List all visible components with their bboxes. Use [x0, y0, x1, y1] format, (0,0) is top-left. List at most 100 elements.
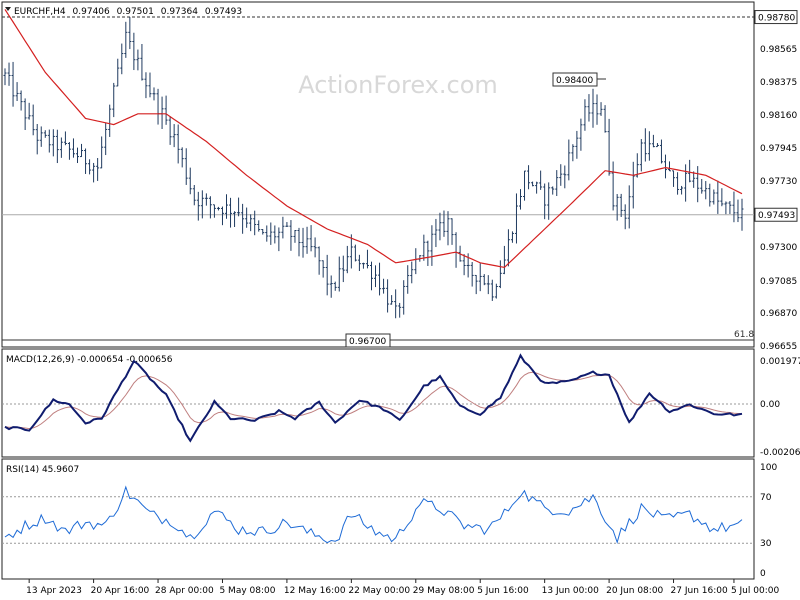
- ohlc-bar: [112, 82, 116, 118]
- price-tick-label: 0.97730: [760, 177, 797, 187]
- ohlc-bar: [486, 275, 490, 295]
- ohlc-bar: [450, 218, 454, 245]
- ohlc-bar: [152, 87, 156, 101]
- ohlc-bar: [410, 261, 414, 284]
- price-tag-box: [754, 207, 798, 222]
- ohlc-bar: [277, 227, 281, 252]
- x-tick-label: 28 Apr 00:00: [155, 586, 214, 596]
- ohlc-bar: [631, 161, 635, 209]
- ohlc-bar: [510, 231, 514, 243]
- ohlc-bar: [357, 254, 361, 272]
- ohlc-bar: [305, 226, 309, 254]
- watermark: ActionForex.com: [298, 71, 498, 99]
- ohlc-bar: [599, 102, 603, 116]
- ohlc-bar: [672, 170, 676, 187]
- macd-tick-label: 0.001977: [760, 357, 800, 367]
- ohlc-bar: [595, 94, 599, 125]
- ohlc-bar: [208, 196, 212, 219]
- ohlc-bar: [635, 153, 639, 178]
- annotation-box: [345, 333, 391, 348]
- ohlc-bar: [623, 204, 627, 230]
- ohlc-bar: [333, 281, 337, 291]
- ohlc-bar: [724, 201, 728, 215]
- ohlc-bar: [398, 302, 402, 318]
- macd-tick-label: -0.002064: [760, 448, 800, 458]
- ohlc-bar: [176, 124, 180, 164]
- ohlc-bar: [216, 206, 220, 211]
- ohlc-bar: [329, 275, 333, 298]
- ohlc-bar: [732, 191, 736, 223]
- ohlc-bar: [7, 62, 11, 86]
- ohlc-bar: [225, 194, 229, 219]
- ohlc-bar: [212, 204, 216, 218]
- ohlc-bar: [394, 289, 398, 319]
- time-x-axis: 13 Apr 2023 20 Apr 16:00 28 Apr 00:00 5 May…: [26, 579, 779, 596]
- ohlc-bar: [583, 99, 587, 131]
- ohlc-bar: [297, 227, 301, 257]
- rsi-tick-label: 70: [760, 493, 772, 503]
- macd-main-line: [4, 353, 743, 443]
- ohlc-bar: [204, 193, 208, 206]
- ohlc-bar: [136, 49, 140, 71]
- ohlc-close: 0.97493: [205, 7, 242, 17]
- ohlc-bar: [639, 139, 643, 172]
- ohlc-bar: [611, 161, 615, 211]
- price-bars: [3, 17, 744, 319]
- ohlc-bar: [647, 131, 651, 161]
- ohlc-bar: [59, 137, 63, 158]
- ohlc-bar: [369, 261, 373, 291]
- price-header: EURCHF,H4 0.97406 0.97501 0.97364 0.9749…: [5, 7, 242, 17]
- symbol-label: EURCHF,H4 0.97406 0.97501 0.97364 0.9749…: [14, 7, 242, 17]
- ohlc-bar: [696, 166, 700, 203]
- price-tick-label: 0.98375: [760, 78, 797, 88]
- ohlc-bar: [196, 191, 200, 221]
- ohlc-bar: [663, 154, 667, 179]
- ohlc-bar: [11, 61, 15, 107]
- ohlc-bar: [386, 279, 390, 313]
- ohlc-bar: [241, 203, 245, 234]
- ohlc-high: 0.97501: [117, 7, 154, 17]
- ohlc-bar: [124, 21, 128, 58]
- ohlc-bar: [365, 249, 369, 269]
- ohlc-bar: [92, 162, 96, 183]
- fib-level-label: 61.8: [734, 330, 754, 340]
- ohlc-bar: [31, 104, 35, 136]
- ohlc-bar: [75, 147, 79, 164]
- ohlc-bar: [35, 123, 39, 155]
- ohlc-bar: [438, 212, 442, 241]
- x-tick-label: 12 May 16:00: [284, 586, 346, 596]
- x-tick-label: 5 Jun 16:00: [477, 586, 529, 596]
- ohlc-bar: [498, 260, 502, 289]
- ohlc-bar: [55, 129, 59, 164]
- ohlc-bar: [390, 295, 394, 305]
- ohlc-bar: [547, 182, 551, 220]
- rsi-line: [4, 485, 743, 544]
- ohlc-bar: [506, 229, 510, 267]
- ohlc-bar: [406, 265, 410, 294]
- ohlc-bar: [140, 43, 144, 81]
- ohlc-bar: [422, 234, 426, 261]
- ohlc-bar: [249, 214, 253, 232]
- ohlc-bar: [15, 82, 19, 102]
- ohlc-bar: [700, 179, 704, 194]
- price-tag-box: [754, 10, 798, 25]
- ohlc-bar: [615, 194, 619, 221]
- x-tick-label: 22 May 00:00: [348, 586, 410, 596]
- ohlc-bar: [67, 142, 71, 160]
- ohlc-bar: [470, 262, 474, 287]
- ohlc-bar: [535, 181, 539, 194]
- ohlc-bar: [184, 148, 188, 185]
- ohlc-bar: [651, 134, 655, 148]
- ohlc-bar: [321, 260, 325, 278]
- price-tick-label: 0.97945: [760, 144, 797, 154]
- ohlc-bar: [527, 165, 531, 190]
- ohlc-bar: [692, 171, 696, 188]
- price-y-axis: 0.98565 0.98375 0.98160 0.97945 0.97730 …: [760, 45, 797, 352]
- ohlc-bar: [19, 90, 23, 111]
- ohlc-bar: [518, 189, 522, 210]
- symbol-text: EURCHF,H4: [14, 7, 66, 17]
- ohlc-bar: [712, 189, 716, 205]
- ohlc-bar: [627, 185, 631, 229]
